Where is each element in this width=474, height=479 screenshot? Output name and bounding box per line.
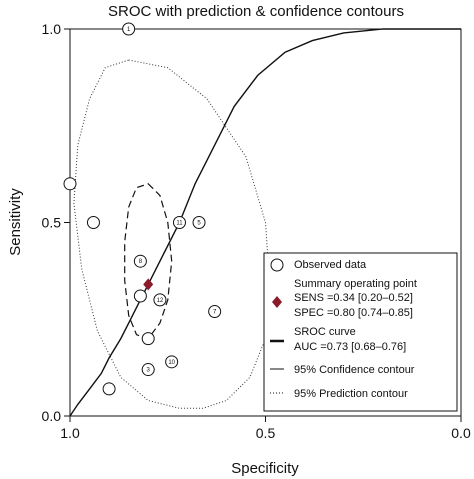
x-tick-label: 0.5 [256, 425, 276, 441]
observed-point [63, 177, 77, 191]
study-label: 10 [168, 360, 175, 366]
observed-point-marker [208, 305, 222, 319]
study-label: 12 [157, 298, 164, 304]
observed-point-marker [172, 216, 186, 229]
legend-entry: Observed data [294, 259, 367, 271]
observed-point [86, 216, 100, 229]
observed-point-marker [165, 355, 179, 369]
observed-point-marker [141, 363, 155, 377]
legend-entry: SENS =0.34 [0.20–0.52] [294, 292, 413, 304]
legend-entry: 95% Confidence contour [294, 364, 415, 376]
x-tick-label: 1.0 [60, 425, 80, 441]
legend-summary-marker [272, 296, 282, 308]
observed-point-marker [141, 332, 155, 346]
observed-point-marker [122, 22, 136, 36]
observed-point-marker [133, 254, 147, 268]
observed-point-marker [63, 177, 77, 191]
y-tick-label: 0.0 [42, 408, 62, 424]
chart-title: SROC with prediction & confidence contou… [108, 3, 404, 20]
legend: Observed data Summary operating point SENS… [263, 252, 458, 412]
confidence-contour [124, 183, 173, 340]
observed-point: 5 [192, 216, 206, 229]
legend-entry: 95% Prediction contour [294, 388, 408, 400]
observed-point [141, 332, 155, 346]
study-label: 8 [139, 259, 143, 265]
observed-point: 11 [172, 216, 186, 229]
x-axis-label: Specificity [231, 460, 299, 477]
study-label: 11 [176, 221, 183, 227]
observed-point: 8 [133, 254, 147, 268]
legend-observed-marker [270, 258, 284, 272]
y-tick-label: 0.5 [42, 215, 62, 231]
legend-entry: AUC =0.73 [0.68–0.76] [294, 341, 406, 353]
study-label: 3 [147, 368, 151, 374]
summary-operating-point [143, 278, 154, 291]
observed-point: 10 [165, 355, 179, 369]
legend-entry: SROC curve [294, 326, 356, 338]
legend-entry: Summary operating point [294, 278, 417, 290]
observed-point-marker [153, 293, 167, 307]
observed-point [102, 382, 116, 396]
study-label: 1 [127, 27, 131, 33]
observed-point-marker [192, 216, 206, 229]
observed-point-marker [102, 382, 116, 396]
axis-ticks: 1.0 0.5 0.0 0.0 0.5 1.0 [42, 21, 471, 441]
observed-point: 3 [141, 363, 155, 377]
observed-point: 12 [153, 293, 167, 307]
study-label: 7 [213, 310, 217, 316]
observed-point [133, 289, 147, 303]
y-tick-label: 1.0 [42, 21, 62, 37]
observed-point: 7 [208, 305, 222, 319]
legend-entry: SPEC =0.80 [0.74–0.85] [294, 307, 413, 319]
legend-box [263, 252, 458, 412]
study-label: 5 [197, 221, 201, 227]
x-tick-label: 0.0 [451, 425, 471, 441]
prediction-contour [73, 59, 270, 409]
observed-point: 1 [122, 22, 136, 36]
observed-point-marker [86, 216, 100, 229]
y-axis-label: Sensitivity [7, 188, 24, 256]
observed-point-marker [133, 289, 147, 303]
